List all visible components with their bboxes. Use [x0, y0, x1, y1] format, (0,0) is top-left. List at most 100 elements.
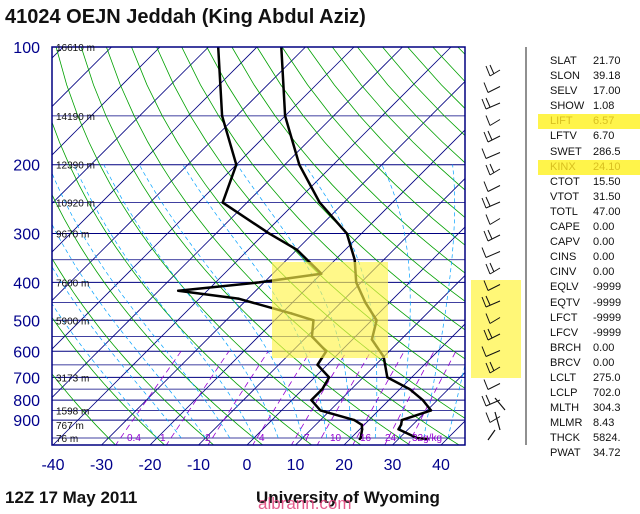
index-name: THCK — [550, 431, 593, 446]
dry-adiabat — [157, 47, 560, 446]
index-name: VTOT — [550, 190, 593, 205]
temperature-tick-label: -30 — [90, 457, 113, 474]
index-name: BRCH — [550, 341, 593, 356]
wind-barb — [482, 248, 500, 258]
sounding-point — [268, 232, 270, 234]
pressure-tick-label: 300 — [13, 227, 40, 244]
index-name: BRCV — [550, 356, 593, 371]
index-name: LCLT — [550, 371, 593, 386]
index-value: 24.10 — [593, 160, 640, 175]
wind-barb — [484, 230, 500, 241]
wind-barb-flag — [488, 131, 492, 140]
index-value: 31.50 — [593, 190, 640, 205]
height-label: 76 m — [56, 434, 78, 445]
wind-barb-flag — [486, 413, 490, 423]
sounding-point — [430, 409, 432, 411]
index-name: LFTV — [550, 129, 593, 144]
highlight-box — [471, 280, 521, 378]
index-name: CTOT — [550, 175, 593, 190]
index-name: LFCT — [550, 311, 593, 326]
index-value: 8.43 — [593, 416, 640, 431]
sounding-point — [316, 364, 318, 366]
pressure-tick-label: 200 — [13, 158, 40, 175]
index-name: CINS — [550, 250, 593, 265]
mixing-ratio-line — [166, 351, 229, 446]
wind-barb-staff — [490, 268, 500, 274]
mixing-ratio-label: 24 — [385, 433, 397, 444]
height-label: 14190 m — [56, 112, 95, 123]
wind-barb — [486, 164, 500, 175]
wind-barb — [482, 197, 500, 208]
index-row: EQLV-9999 — [550, 280, 640, 295]
temperature-tick-label: 20 — [335, 457, 353, 474]
wind-barb-flag — [482, 248, 486, 258]
sounding-point — [296, 249, 298, 251]
wind-barb-flag — [486, 165, 490, 175]
isotherm-line — [0, 47, 354, 446]
wind-barb-staff — [490, 120, 500, 126]
pressure-tick-label: 700 — [13, 370, 40, 387]
wind-barb-flag — [484, 182, 488, 192]
wind-barb-staff — [490, 219, 500, 225]
sounding-point — [221, 201, 223, 203]
wind-barb-staff — [490, 169, 500, 175]
wind-barb-flag — [484, 83, 488, 93]
height-label: 5900 m — [56, 316, 89, 327]
temperature-tick-label: -40 — [41, 457, 64, 474]
sounding-point — [237, 297, 239, 299]
sounding-point — [310, 399, 312, 401]
height-label: 3173 m — [56, 373, 89, 384]
index-value: 1.08 — [593, 99, 640, 114]
index-name: CAPE — [550, 220, 593, 235]
sounding-point — [386, 376, 388, 378]
wind-barb-flag — [486, 197, 490, 206]
wind-barb-flag — [486, 116, 490, 126]
wind-barb-flag — [488, 230, 492, 239]
dry-adiabat — [6, 47, 264, 446]
sounding-point — [321, 388, 323, 390]
temperature-tick-label: 40 — [432, 457, 450, 474]
index-name: KINX — [550, 160, 593, 175]
wind-barb-flag — [486, 395, 490, 404]
index-value: 39.18 — [593, 69, 640, 84]
dry-adiabat — [132, 47, 511, 446]
mixing-ratio-label: 16 — [360, 433, 372, 444]
mixing-ratio-label: 0.4 — [127, 433, 141, 444]
wind-barb — [486, 65, 500, 76]
index-value: 286.5 — [593, 145, 640, 160]
sounding-point — [318, 201, 320, 203]
index-name: TOTL — [550, 205, 593, 220]
sounding-point — [400, 424, 402, 426]
index-name: MLTH — [550, 401, 593, 416]
temperature-tick-label: 30 — [384, 457, 402, 474]
height-label: 12390 m — [56, 161, 95, 172]
sounding-point — [328, 376, 330, 378]
temperature-tick-label: 10 — [287, 457, 305, 474]
wind-barb-staff — [488, 186, 500, 192]
index-value: 0.00 — [593, 220, 640, 235]
wind-barb-flag — [486, 215, 490, 225]
index-name: LIFT — [550, 114, 593, 129]
wind-barb-flag — [484, 231, 488, 241]
wind-barb-staff — [488, 430, 495, 440]
isotherm-line — [149, 47, 548, 446]
index-value: -9999 — [593, 311, 640, 326]
height-label: 1598 m — [56, 406, 89, 417]
plot-area — [0, 46, 640, 447]
mixing-ratio-label: 1 — [160, 433, 166, 444]
mixing-ratio-label: 7 — [304, 433, 310, 444]
mixing-ratio-label: 2 — [205, 433, 211, 444]
index-name: SLON — [550, 69, 593, 84]
index-name: EQLV — [550, 280, 593, 295]
